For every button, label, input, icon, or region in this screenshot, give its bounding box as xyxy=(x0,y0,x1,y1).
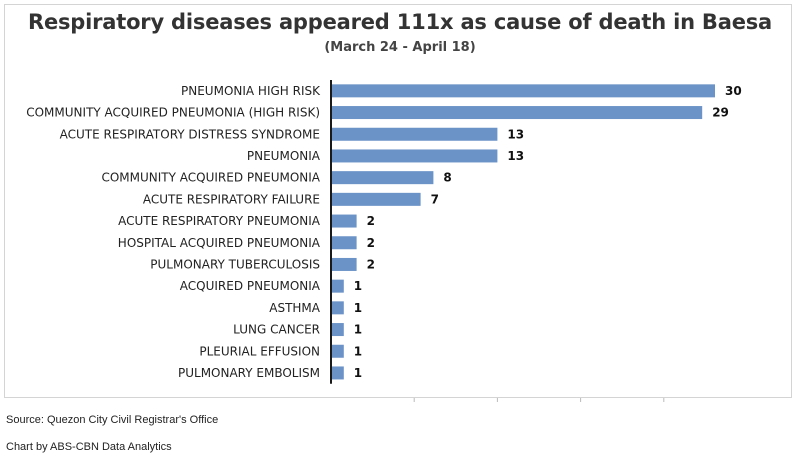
chart-credit: Chart by ABS-CBN Data Analytics xyxy=(6,441,172,453)
category-label: PNEUMONIA HIGH RISK xyxy=(181,84,321,98)
bar xyxy=(331,323,344,337)
category-label: COMMUNITY ACQUIRED PNEUMONIA xyxy=(101,171,320,185)
data-label: 1 xyxy=(354,366,362,380)
category-label: ACUTE RESPIRATORY PNEUMONIA xyxy=(118,214,321,228)
category-label: ACUTE RESPIRATORY DISTRESS SYNDROME xyxy=(60,127,320,141)
bar xyxy=(331,236,357,250)
category-label: PULMONARY EMBOLISM xyxy=(178,366,320,380)
category-label: PULMONARY TUBERCULOSIS xyxy=(150,257,320,271)
data-label: 1 xyxy=(354,279,362,293)
category-label: COMMUNITY ACQUIRED PNEUMONIA (HIGH RISK) xyxy=(26,106,320,120)
chart-subtitle: (March 24 - April 18) xyxy=(324,40,476,55)
source-note: Source: Quezon City Civil Registrar's Of… xyxy=(6,414,219,426)
bar xyxy=(331,192,421,206)
bar xyxy=(331,257,357,271)
category-label: ASTHMA xyxy=(269,301,321,315)
bar xyxy=(331,279,344,293)
data-label: 1 xyxy=(354,344,362,358)
data-label: 1 xyxy=(354,301,362,315)
data-label: 8 xyxy=(443,171,451,185)
category-label: HOSPITAL ACQUIRED PNEUMONIA xyxy=(118,236,321,250)
bar xyxy=(331,106,703,120)
data-label: 2 xyxy=(367,257,375,271)
chart-title: Respiratory diseases appeared 111x as ca… xyxy=(27,10,773,34)
category-label: LUNG CANCER xyxy=(233,323,320,337)
bar xyxy=(331,344,344,358)
data-label: 13 xyxy=(507,127,524,141)
bar xyxy=(331,301,344,315)
data-label: 2 xyxy=(367,236,375,250)
data-label: 2 xyxy=(367,214,375,228)
bar xyxy=(331,127,498,141)
bar xyxy=(331,366,344,380)
data-label: 30 xyxy=(725,84,742,98)
category-label: ACQUIRED PNEUMONIA xyxy=(180,279,321,293)
category-label: PLEURIAL EFFUSION xyxy=(199,344,320,358)
category-label: PNEUMONIA xyxy=(247,149,321,163)
data-label: 13 xyxy=(507,149,524,163)
category-label: ACUTE RESPIRATORY FAILURE xyxy=(143,192,320,206)
data-label: 1 xyxy=(354,323,362,337)
bar xyxy=(331,84,715,98)
bar xyxy=(331,149,498,163)
bar xyxy=(331,171,434,185)
data-label: 29 xyxy=(712,106,729,120)
bar xyxy=(331,214,357,228)
data-label: 7 xyxy=(431,192,439,206)
